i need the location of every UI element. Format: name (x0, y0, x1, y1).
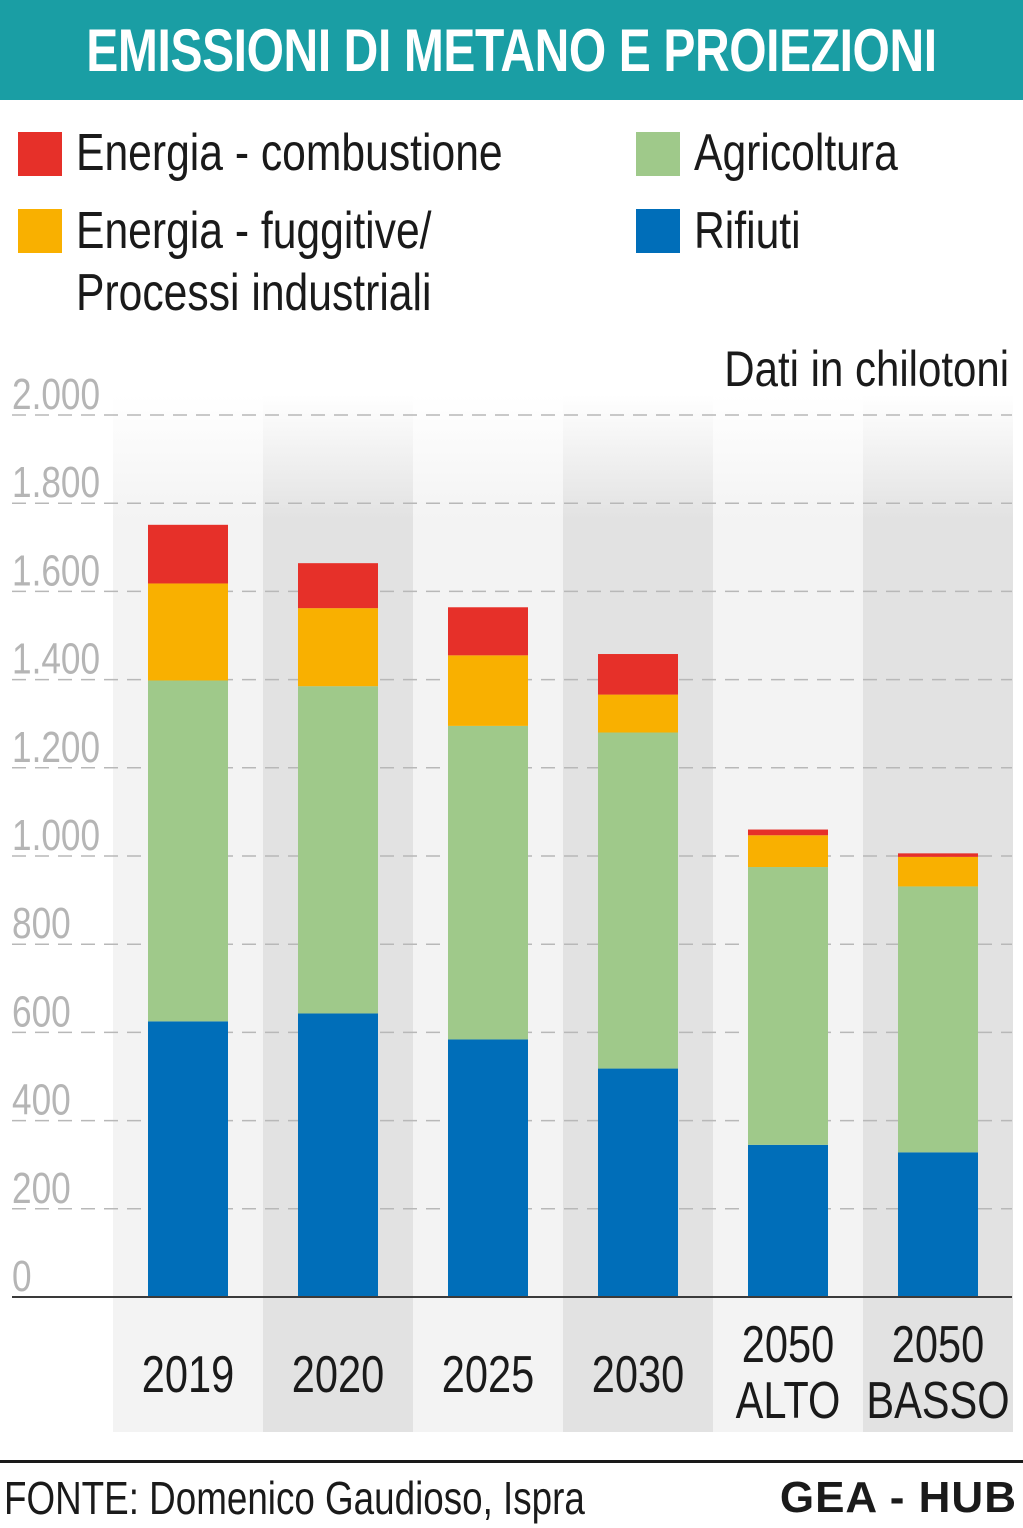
legend-label-fuggitive-line2: Processi industriali (76, 264, 432, 322)
bar-segment-fuggitive (898, 856, 978, 887)
y-tick-label: 2.000 (12, 370, 100, 419)
x-tick-label: BASSO (866, 1371, 1009, 1430)
legend-label-fuggitive-line1: Energia - fuggitive/ (76, 202, 432, 260)
y-tick-label: 400 (12, 1076, 71, 1125)
chart-title: EMISSIONI DI METANO E PROIEZIONI (86, 16, 937, 84)
bar-segment-combustione (148, 524, 228, 584)
y-tick-label: 0 (12, 1252, 32, 1301)
y-tick-label: 1.800 (12, 459, 100, 508)
source-text: FONTE: Domenico Gaudioso, Ispra (4, 1472, 585, 1524)
bar-segment-fuggitive (598, 694, 678, 733)
y-tick-label: 1.200 (12, 723, 100, 772)
y-tick-label: 600 (12, 988, 71, 1037)
title-bar (0, 0, 1023, 100)
bar-segment-combustione (298, 563, 378, 609)
bar-segment-rifiuti (148, 1021, 228, 1297)
x-tick-label: 2020 (292, 1345, 385, 1404)
x-tick-label: 2050 (892, 1315, 985, 1374)
legend-label-agricoltura: Agricoltura (694, 124, 898, 182)
bar-segment-rifiuti (748, 1144, 828, 1297)
bar-segment-agricoltura (148, 680, 228, 1022)
x-tick-label: ALTO (736, 1371, 841, 1430)
brand-logo-text: GEA - HUB (779, 1473, 1017, 1522)
y-tick-label: 1.000 (12, 811, 100, 860)
bar-segment-combustione (598, 654, 678, 695)
x-tick-label: 2025 (442, 1345, 535, 1404)
bar-segment-agricoltura (748, 867, 828, 1145)
legend-swatch-agricoltura (636, 132, 680, 176)
y-tick-label: 1.600 (12, 547, 100, 596)
bar-segment-agricoltura (448, 725, 528, 1040)
x-tick-label: 2019 (142, 1345, 235, 1404)
bar-segment-fuggitive (748, 835, 828, 868)
legend-label-rifiuti: Rifiuti (694, 202, 801, 260)
y-tick-label: 200 (12, 1164, 71, 1213)
bar-segment-rifiuti (598, 1068, 678, 1297)
x-tick-label: 2050 (742, 1315, 835, 1374)
bar-segment-rifiuti (298, 1013, 378, 1297)
bar-segment-combustione (748, 829, 828, 836)
legend-swatch-fuggitive (18, 209, 62, 253)
bar-segment-rifiuti (898, 1152, 978, 1297)
x-tick-label: 2030 (592, 1345, 685, 1404)
y-tick-label: 1.400 (12, 635, 100, 684)
legend-swatch-rifiuti (636, 209, 680, 253)
bar-segment-fuggitive (298, 608, 378, 687)
bar-segment-rifiuti (448, 1039, 528, 1297)
units-label: Dati in chilotoni (724, 341, 1009, 397)
footer-divider (0, 1460, 1023, 1463)
bar-segment-fuggitive (148, 583, 228, 681)
legend-swatch-combustione (18, 132, 62, 176)
legend-label-combustione: Energia - combustione (76, 124, 503, 182)
bar-segment-agricoltura (898, 886, 978, 1153)
bar-segment-combustione (448, 607, 528, 656)
bar-segment-agricoltura (298, 686, 378, 1014)
bar-segment-combustione (898, 853, 978, 857)
bar-segment-fuggitive (448, 655, 528, 726)
y-tick-label: 800 (12, 900, 71, 949)
bar-segment-agricoltura (598, 732, 678, 1069)
